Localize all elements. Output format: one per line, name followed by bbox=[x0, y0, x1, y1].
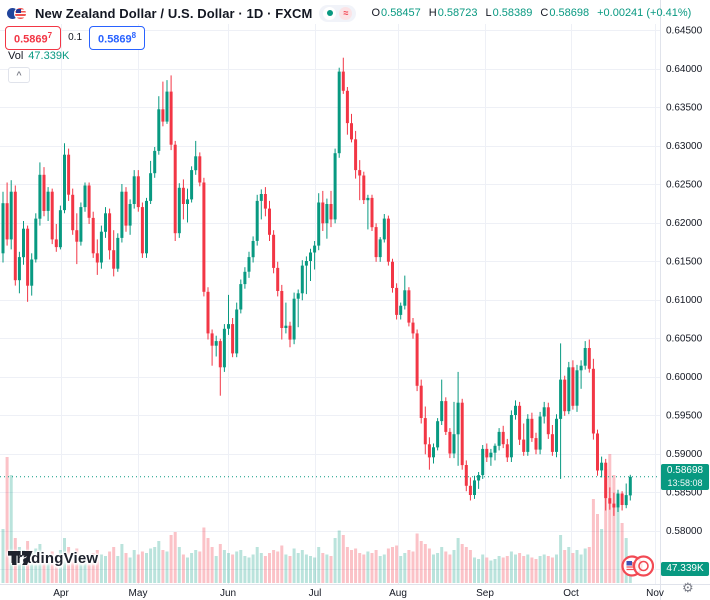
volume-layer bbox=[1, 454, 632, 583]
low-value: 0.58389 bbox=[492, 7, 533, 19]
collapse-legend-button[interactable]: ^ bbox=[8, 67, 30, 83]
svg-text:0.62500: 0.62500 bbox=[666, 180, 703, 191]
close-label: C bbox=[540, 7, 549, 19]
gridlines-layer bbox=[0, 24, 660, 584]
volume-axis-badge: 47.339K bbox=[661, 561, 709, 576]
bar-countdown: 13:58:08 bbox=[667, 477, 703, 488]
svg-text:0.58500: 0.58500 bbox=[666, 488, 703, 499]
tradingview-watermark[interactable]: TradingView bbox=[8, 550, 98, 567]
svg-text:Apr: Apr bbox=[53, 588, 69, 599]
close-value: 0.58698 bbox=[549, 7, 590, 19]
svg-text:0.64500: 0.64500 bbox=[666, 26, 703, 37]
svg-text:0.63500: 0.63500 bbox=[666, 103, 703, 114]
ohlc-readout: O0.58457 H0.58723 L0.58389 C0.58698 +0.0… bbox=[371, 7, 691, 19]
spread-value: 0.1 bbox=[68, 32, 83, 44]
last-price-badge: 0.58698 13:58:08 bbox=[661, 463, 709, 490]
candlesticks-layer bbox=[1, 57, 632, 516]
buy-button[interactable]: 0.58698 bbox=[89, 26, 146, 50]
svg-text:0.59500: 0.59500 bbox=[666, 411, 703, 422]
symbol-title[interactable]: New Zealand Dollar / U.S. Dollar · 1D · … bbox=[35, 5, 313, 21]
market-status-icon[interactable] bbox=[323, 6, 337, 20]
pair-logo-icon bbox=[6, 6, 28, 20]
chevron-up-icon: ^ bbox=[16, 69, 22, 80]
gear-icon[interactable]: ⚙ bbox=[682, 580, 694, 595]
svg-text:0.61000: 0.61000 bbox=[666, 295, 703, 306]
volume-study-legend: Vol 47.339K bbox=[8, 50, 69, 62]
data-mode-icon[interactable]: ≈ bbox=[339, 6, 353, 20]
svg-text:0.59000: 0.59000 bbox=[666, 449, 703, 460]
time-axis[interactable]: Apr May Jun Jul Aug Sep Oct Nov bbox=[53, 588, 664, 599]
svg-text:Jul: Jul bbox=[309, 588, 322, 599]
chart-header: New Zealand Dollar / U.S. Dollar · 1D · … bbox=[6, 4, 691, 22]
svg-text:0.62000: 0.62000 bbox=[666, 218, 703, 229]
sell-button[interactable]: 0.58697 bbox=[5, 26, 62, 50]
svg-text:Oct: Oct bbox=[563, 588, 579, 599]
open-label: O bbox=[371, 7, 381, 19]
svg-text:Nov: Nov bbox=[646, 588, 664, 599]
tradingview-logo-icon bbox=[8, 551, 33, 565]
svg-text:0.60000: 0.60000 bbox=[666, 372, 703, 383]
svg-text:0.60500: 0.60500 bbox=[666, 334, 703, 345]
price-axis[interactable]: 0.64500 0.64000 0.63500 0.63000 0.62500 0.620… bbox=[666, 26, 703, 576]
last-price-value: 0.58698 bbox=[666, 464, 704, 476]
svg-text:Sep: Sep bbox=[476, 588, 494, 599]
status-chips: ≈ bbox=[319, 4, 357, 22]
svg-text:0.58000: 0.58000 bbox=[666, 526, 703, 537]
svg-text:0.64000: 0.64000 bbox=[666, 64, 703, 75]
svg-text:Jun: Jun bbox=[220, 588, 236, 599]
change-value: +0.00241 (+0.41%) bbox=[597, 7, 692, 19]
svg-text:May: May bbox=[129, 588, 148, 599]
low-label: L bbox=[485, 7, 492, 19]
quote-panel: 0.58697 0.1 0.58698 bbox=[5, 26, 146, 50]
svg-text:0.61500: 0.61500 bbox=[666, 257, 703, 268]
volume-label[interactable]: Vol bbox=[8, 50, 24, 62]
high-label: H bbox=[428, 7, 437, 19]
svg-text:Aug: Aug bbox=[389, 588, 407, 599]
open-value: 0.58457 bbox=[381, 7, 421, 19]
high-value: 0.58723 bbox=[437, 7, 478, 19]
svg-text:0.63000: 0.63000 bbox=[666, 141, 703, 152]
volume-current-value: 47.339K bbox=[28, 50, 70, 62]
